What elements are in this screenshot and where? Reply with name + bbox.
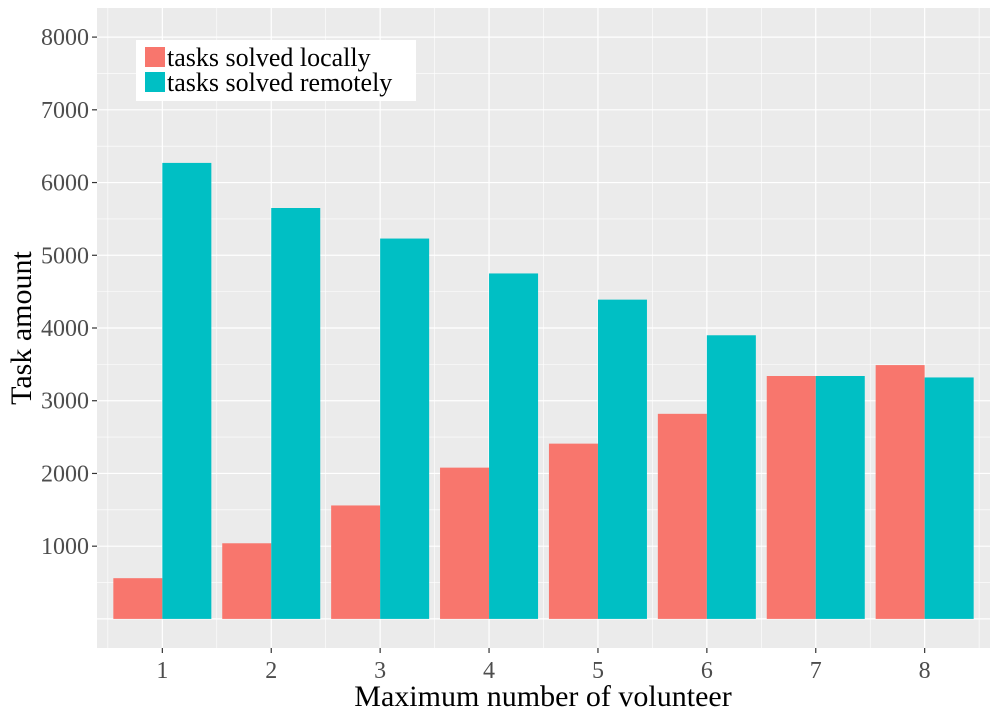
legend-label-local: tasks solved locally: [167, 43, 371, 72]
bar-remote-2: [271, 208, 321, 619]
bar-local-5: [548, 443, 598, 619]
x-tick-label: 7: [810, 658, 822, 684]
bar-local-3: [331, 505, 381, 619]
y-axis-title: Task amount: [5, 250, 38, 404]
bar-remote-8: [924, 377, 974, 619]
bar-remote-1: [162, 162, 212, 619]
x-axis-title: Maximum number of volunteer: [354, 680, 731, 713]
bar-local-1: [113, 578, 163, 619]
legend-key-local: [145, 47, 165, 67]
bar-local-6: [657, 413, 707, 619]
bar-remote-7: [815, 376, 865, 619]
legend-label-remote: tasks solved remotely: [167, 68, 392, 97]
bar-remote-4: [489, 273, 539, 619]
x-tick-label: 8: [919, 658, 931, 684]
bar-local-7: [766, 376, 816, 619]
x-tick-label: 3: [374, 658, 386, 684]
y-tick-label: 8000: [41, 25, 89, 51]
x-tick-label: 2: [265, 658, 277, 684]
x-tick-label: 6: [701, 658, 713, 684]
y-tick-label: 5000: [41, 243, 89, 269]
bar-remote-5: [597, 299, 647, 619]
y-tick-label: 4000: [41, 316, 89, 342]
x-axis: 1 2 3 4 5 6 7 8: [156, 648, 931, 684]
bar-local-4: [440, 467, 490, 619]
bar-local-2: [222, 543, 272, 619]
y-axis: 1000 2000 3000 4000 5000 6000 7000 8000: [41, 25, 97, 560]
bar-remote-6: [706, 335, 756, 619]
y-tick-label: 6000: [41, 171, 89, 197]
y-tick-label: 2000: [41, 461, 89, 487]
x-tick-label: 1: [156, 658, 168, 684]
bars: [113, 162, 974, 619]
legend-box: [136, 40, 416, 101]
x-tick-label: 5: [592, 658, 604, 684]
y-tick-label: 7000: [41, 98, 89, 124]
bar-local-8: [875, 365, 925, 619]
bar-remote-3: [380, 238, 430, 619]
x-tick-label: 4: [483, 658, 495, 684]
legend-key-remote: [145, 72, 165, 92]
y-tick-label: 1000: [41, 534, 89, 560]
y-tick-label: 3000: [41, 389, 89, 415]
